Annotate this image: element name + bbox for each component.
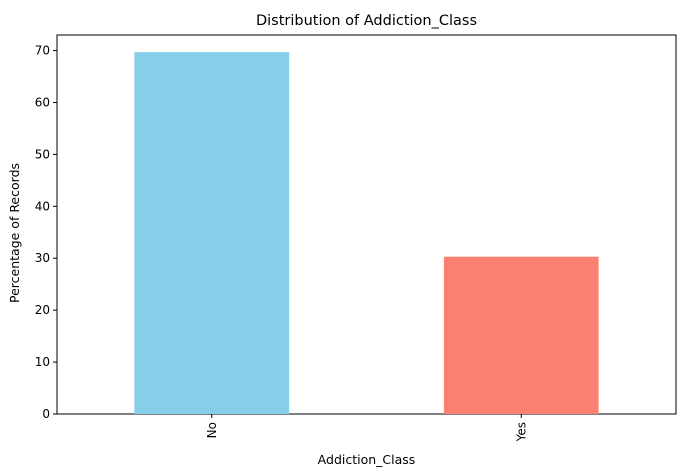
y-tick-label: 50 (35, 147, 50, 161)
y-tick-label: 20 (35, 303, 50, 317)
y-tick-label: 0 (42, 407, 50, 421)
y-tick-label: 10 (35, 355, 50, 369)
x-axis-label: Addiction_Class (318, 452, 416, 467)
bar-yes (443, 256, 599, 414)
y-tick-label: 70 (35, 44, 50, 58)
x-axis-ticks: No Yes (205, 414, 528, 442)
y-tick-label: 40 (35, 199, 50, 213)
plot-area: 0 10 20 30 40 50 60 70 No Yes (35, 34, 677, 442)
y-tick-label: 60 (35, 95, 50, 109)
bars-group (134, 52, 599, 415)
bar-no (134, 52, 290, 415)
y-axis-label: Percentage of Records (7, 163, 22, 303)
y-axis-ticks: 0 10 20 30 40 50 60 70 (35, 44, 57, 421)
x-tick-label: Yes (514, 422, 528, 442)
y-tick-label: 30 (35, 251, 50, 265)
chart-title: Distribution of Addiction_Class (256, 13, 477, 29)
axes-frame (56, 34, 677, 415)
x-tick-label: No (205, 422, 219, 438)
